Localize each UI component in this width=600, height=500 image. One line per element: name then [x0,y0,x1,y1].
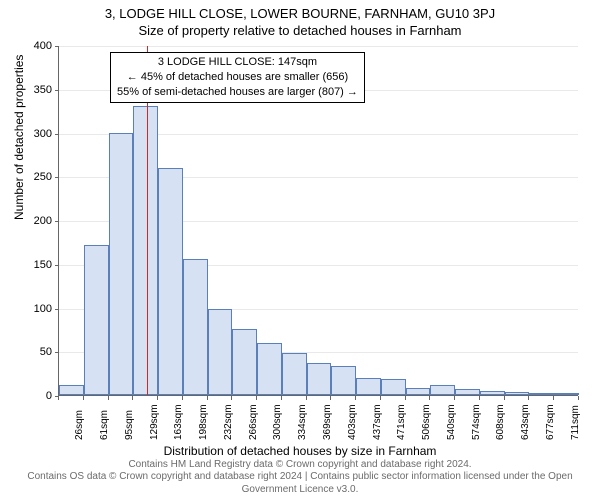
annotation-line-2: ← 45% of detached houses are smaller (65… [117,70,358,85]
x-tick-label: 300sqm [272,404,283,440]
x-tick-mark [157,396,158,400]
x-tick-mark [256,396,257,400]
x-tick-mark [132,396,133,400]
histogram-bar [59,385,84,396]
y-tick-label: 250 [18,171,52,183]
x-tick-label: 403sqm [347,404,358,440]
x-tick-mark [182,396,183,400]
x-tick-mark [355,396,356,400]
y-tick-mark [55,352,59,353]
histogram-bar [84,245,109,396]
x-tick-label: 369sqm [322,404,333,440]
y-tick-label: 350 [18,84,52,96]
annotation-box: 3 LODGE HILL CLOSE: 147sqm ← 45% of deta… [110,52,365,103]
y-tick-mark [55,265,59,266]
y-tick-mark [55,134,59,135]
x-tick-mark [528,396,529,400]
x-axis-label: Distribution of detached houses by size … [0,444,600,458]
y-tick-mark [55,90,59,91]
histogram-bar [505,392,530,395]
x-tick-label: 471sqm [396,404,407,440]
x-tick-mark [553,396,554,400]
x-tick-label: 608sqm [495,404,506,440]
histogram-bar [331,366,356,395]
histogram-bar [257,343,282,396]
y-tick-label: 100 [18,303,52,315]
x-tick-mark [578,396,579,400]
footer-line-2: Contains OS data © Crown copyright and d… [0,471,600,496]
y-tick-label: 400 [18,40,52,52]
x-tick-label: 711sqm [570,405,581,440]
histogram-bar [208,309,233,395]
histogram-bar [133,106,158,395]
y-tick-label: 50 [18,346,52,358]
x-tick-label: 643sqm [520,404,531,440]
y-tick-label: 150 [18,259,52,271]
page-title: 3, LODGE HILL CLOSE, LOWER BOURNE, FARNH… [0,0,600,21]
x-tick-label: 163sqm [173,404,184,440]
x-tick-mark [231,396,232,400]
histogram-bar [109,133,134,396]
footer-line-1: Contains HM Land Registry data © Crown c… [0,459,600,472]
x-tick-mark [281,396,282,400]
x-tick-label: 26sqm [74,410,85,440]
histogram-bar [232,329,257,395]
y-tick-label: 0 [18,390,52,402]
y-tick-mark [55,46,59,47]
x-tick-label: 677sqm [545,404,556,440]
y-tick-mark [55,221,59,222]
histogram-bar [307,363,332,395]
x-tick-label: 574sqm [471,404,482,440]
x-tick-label: 334sqm [297,404,308,440]
x-tick-label: 437sqm [372,404,383,440]
x-tick-mark [504,396,505,400]
grid-line [59,46,578,47]
page-subtitle: Size of property relative to detached ho… [0,21,600,42]
histogram-bar [529,393,554,395]
x-tick-mark [479,396,480,400]
histogram-bar [356,378,381,396]
y-tick-label: 200 [18,215,52,227]
x-tick-label: 266sqm [248,404,259,440]
x-tick-mark [83,396,84,400]
x-tick-label: 129sqm [149,404,160,440]
x-tick-label: 506sqm [421,404,432,440]
x-tick-mark [207,396,208,400]
x-tick-mark [306,396,307,400]
annotation-line-1: 3 LODGE HILL CLOSE: 147sqm [117,55,358,70]
histogram-bar [183,259,208,395]
x-tick-mark [330,396,331,400]
y-tick-mark [55,309,59,310]
x-tick-mark [380,396,381,400]
histogram-chart: 3 LODGE HILL CLOSE: 147sqm ← 45% of deta… [58,46,578,396]
histogram-bar [430,385,455,396]
histogram-bar [282,353,307,395]
x-tick-mark [108,396,109,400]
histogram-bar [554,393,579,395]
x-tick-mark [405,396,406,400]
x-tick-mark [429,396,430,400]
histogram-bar [158,168,183,396]
histogram-bar [455,389,480,395]
x-tick-label: 540sqm [446,404,457,440]
x-tick-mark [58,396,59,400]
footer-attribution: Contains HM Land Registry data © Crown c… [0,459,600,497]
x-tick-label: 198sqm [198,404,209,440]
y-tick-label: 300 [18,128,52,140]
annotation-line-3: 55% of semi-detached houses are larger (… [117,85,358,100]
x-tick-label: 95sqm [124,410,135,440]
histogram-bar [480,391,505,395]
x-tick-label: 61sqm [99,410,110,440]
x-tick-label: 232sqm [223,404,234,440]
x-tick-mark [454,396,455,400]
y-tick-mark [55,177,59,178]
histogram-bar [406,388,431,395]
histogram-bar [381,379,406,395]
